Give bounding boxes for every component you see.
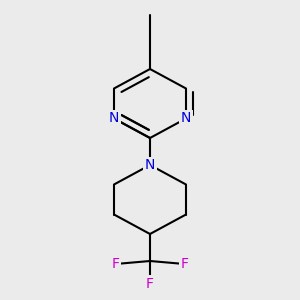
- Text: F: F: [146, 277, 154, 290]
- Text: N: N: [109, 112, 119, 125]
- Text: F: F: [181, 257, 188, 271]
- Text: N: N: [181, 112, 191, 125]
- Text: F: F: [112, 257, 119, 271]
- Text: N: N: [145, 158, 155, 172]
